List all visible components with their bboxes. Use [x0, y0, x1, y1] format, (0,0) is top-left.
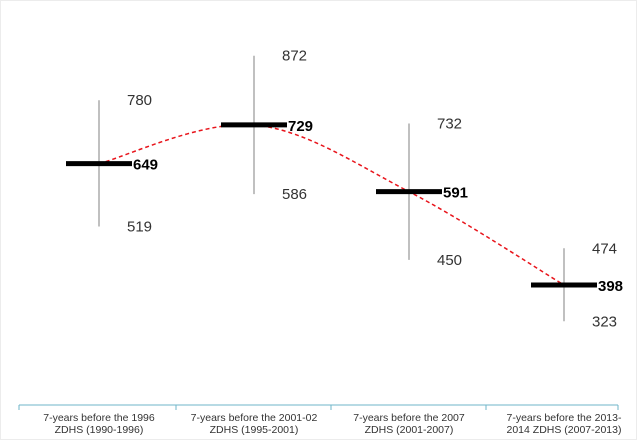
estimate-label-3: 398 — [598, 278, 623, 295]
lower-label-0: 519 — [127, 218, 152, 235]
category-label-1: 7-years before the 2001-02 ZDHS (1995-200… — [191, 412, 318, 436]
upper-label-0: 780 — [127, 92, 152, 109]
estimate-label-1: 729 — [288, 118, 313, 135]
lower-label-3: 323 — [592, 313, 617, 330]
trend-line — [98, 123, 565, 286]
category-label-3: 7-years before the 2013-2014 ZDHS (2007-… — [507, 412, 622, 436]
lower-label-1: 586 — [282, 186, 307, 203]
upper-label-2: 732 — [437, 115, 462, 132]
category-label-2: 7-years before the 2007 ZDHS (2001-2007) — [353, 412, 465, 436]
upper-label-1: 872 — [282, 48, 307, 65]
estimate-label-2: 591 — [443, 185, 468, 202]
lower-label-2: 450 — [437, 252, 462, 269]
category-label-0: 7-years before the 1996 ZDHS (1990-1996) — [43, 412, 155, 436]
upper-label-3: 474 — [592, 240, 617, 257]
estimate-label-0: 649 — [133, 157, 158, 174]
